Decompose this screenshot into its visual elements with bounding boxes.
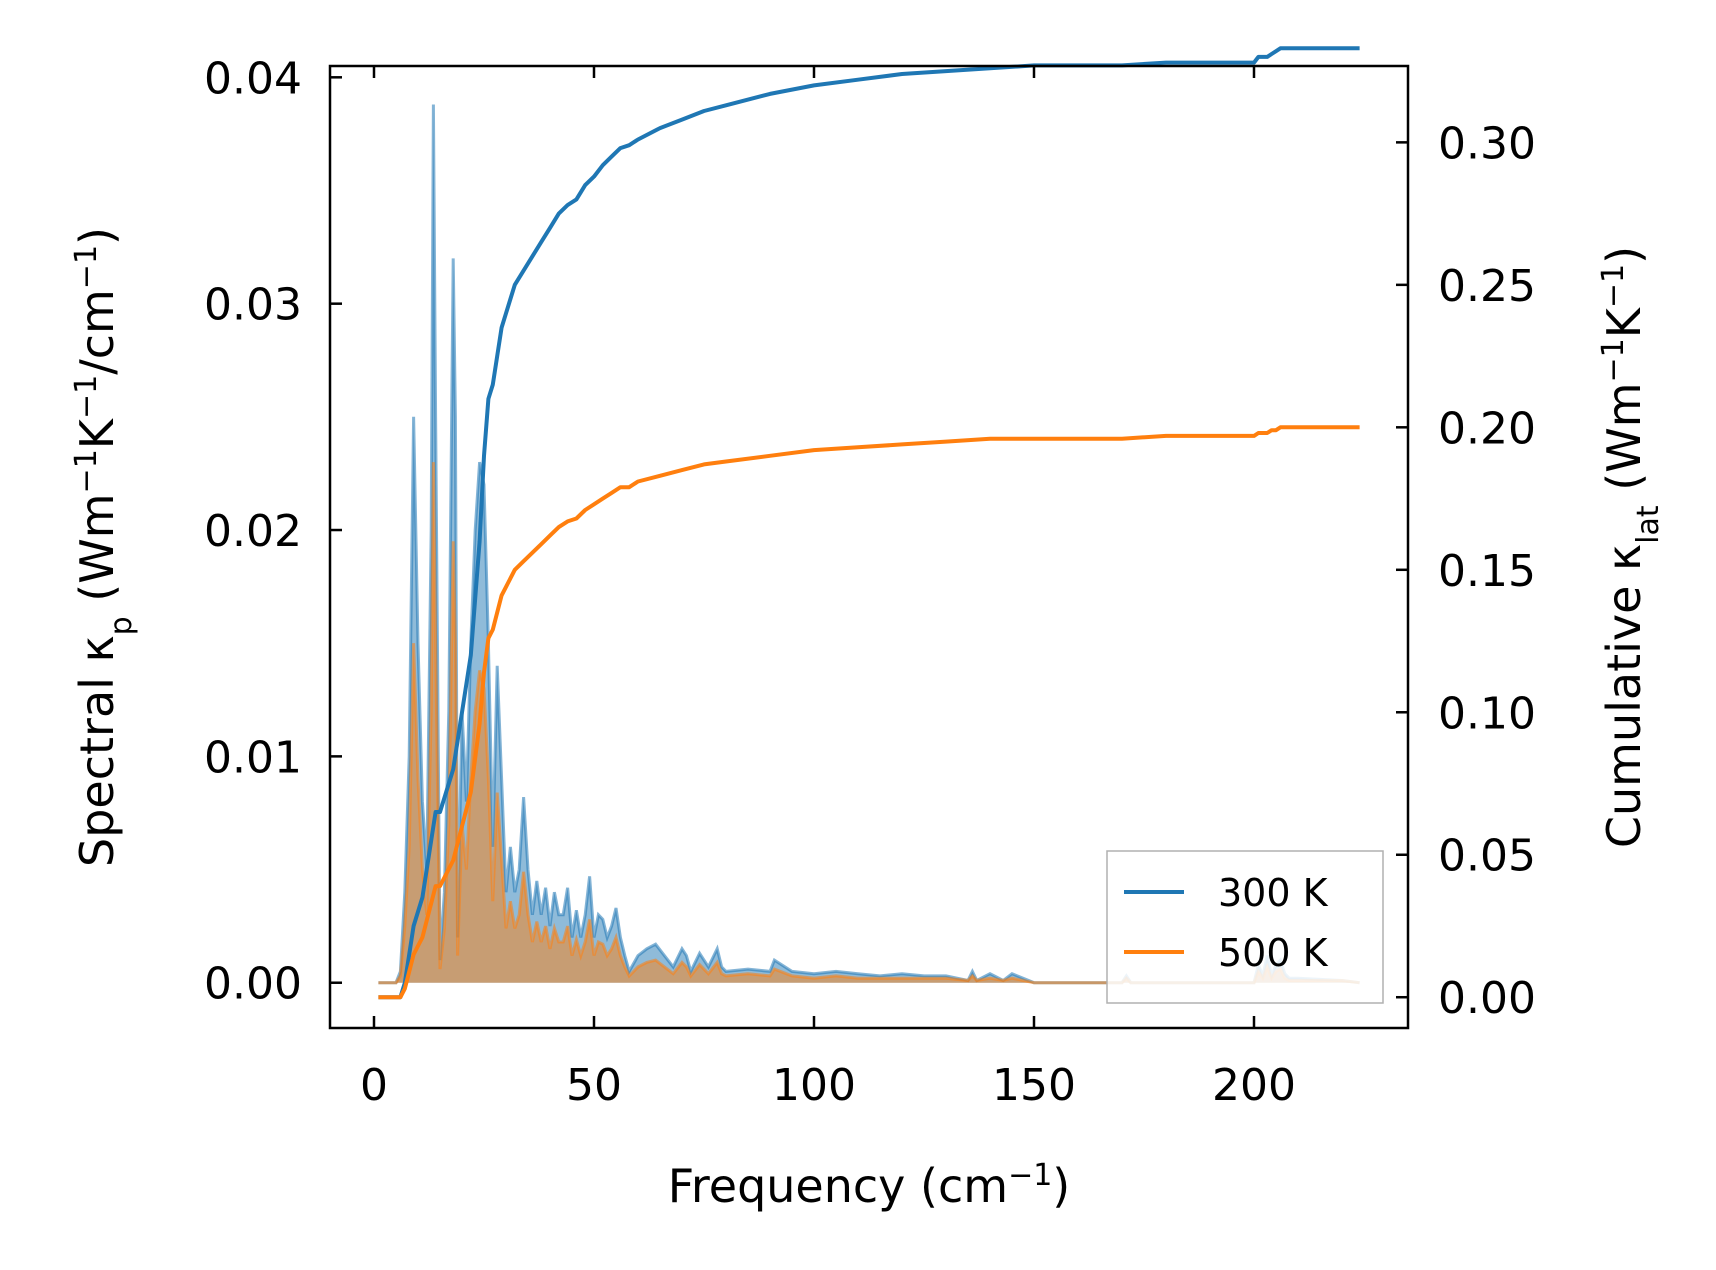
x-tick-label: 150 [992,1060,1076,1111]
y-axis-label-right: Cumulative κlat (Wm−1K−1) [1596,246,1666,848]
y-tick-label-right: 0.10 [1438,688,1536,739]
series-lines [378,46,1360,1000]
y-tick-label-left: 0.02 [204,506,302,557]
x-tick-label: 50 [566,1060,622,1111]
legend-box [1106,850,1384,1004]
cumulative-line-500k [378,425,1360,1000]
y-tick-label-right: 0.00 [1438,973,1536,1024]
y-tick-label-right: 0.25 [1438,261,1536,312]
y-tick-label-right: 0.15 [1438,546,1536,597]
y-tick-label-left: 0.03 [204,280,302,331]
x-tick-label: 100 [772,1060,856,1111]
y-tick-label-right: 0.05 [1438,831,1536,882]
x-tick-label: 0 [360,1060,388,1111]
y-tick-label-left: 0.04 [204,53,302,104]
legend-label-500k: 500 K [1218,931,1329,975]
spectral-line-500k [378,462,1360,985]
x-axis-label: Frequency (cm−1) [668,1158,1071,1214]
spectral-fill-500k [378,462,1360,983]
y-axis-label-left: Spectral κp (Wm−1K−1/cm−1) [69,227,139,867]
y-tick-label-right: 0.20 [1438,403,1536,454]
plot-frame [328,64,1410,1030]
spectral-fills [378,104,1360,985]
cumulative-line-300k [378,46,1360,1000]
y-tick-label-left: 0.01 [204,732,302,783]
y-tick-label-left: 0.00 [204,959,302,1010]
legend: 300 K 500 K [1106,850,1384,1004]
legend-label-300k: 300 K [1218,871,1329,915]
axis-ticks: 0 50 100 150 200 0.00 0.01 0.02 0.03 0.04 0.00 0.05… [204,53,1536,1111]
y-tick-label-right: 0.30 [1438,118,1536,169]
x-tick-label: 200 [1212,1060,1296,1111]
